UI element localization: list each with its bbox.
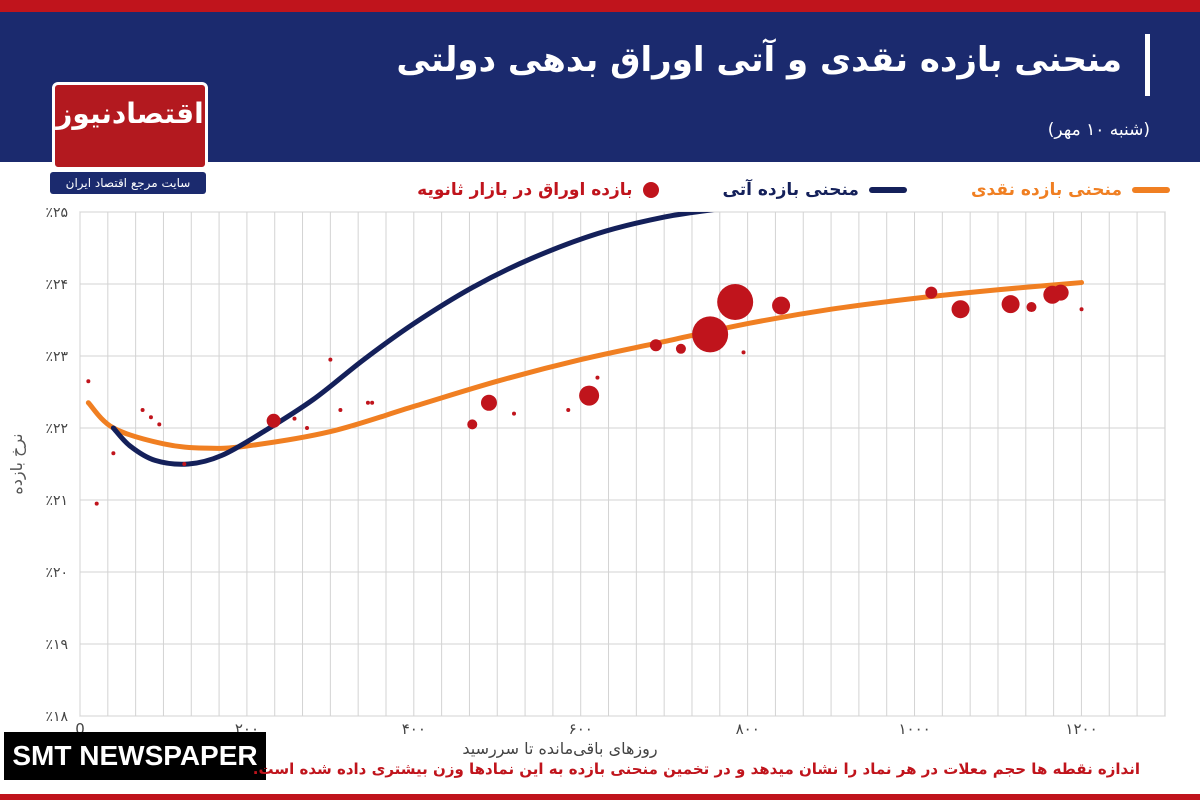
bond-yield-point xyxy=(157,422,162,427)
y-axis-label: نرخ بازده xyxy=(7,433,27,494)
x-tick-label: ۸۰۰ xyxy=(736,720,760,738)
bond-yield-point xyxy=(951,300,970,319)
bond-yield-point xyxy=(741,350,746,355)
y-tick-label: ٪۲۰ xyxy=(45,565,68,581)
bottom-accent-strip xyxy=(0,794,1200,800)
legend-item-secondary: بازده اوراق در بازار ثانویه xyxy=(417,180,659,200)
bond-yield-point xyxy=(266,413,281,428)
footnote: اندازه نقطه ها حجم معلات در هر نماد را ن… xyxy=(252,760,1140,778)
x-tick-label: ۱۲۰۰ xyxy=(1065,720,1097,738)
bond-yield-point xyxy=(579,385,600,406)
bond-yield-point xyxy=(649,339,662,352)
curves-layer xyxy=(85,212,1085,467)
top-accent-strip xyxy=(0,0,1200,12)
bond-yield-point xyxy=(1001,295,1020,314)
y-tick-label: ٪۲۲ xyxy=(45,421,68,437)
x-tick-label: 0 xyxy=(75,720,85,738)
date-label: (شنبه ۱۰ مهر) xyxy=(1047,120,1150,140)
bond-yield-point xyxy=(772,296,791,315)
spot-curve-line xyxy=(85,280,1085,451)
bond-yield-point xyxy=(925,286,938,299)
brand-logo-text: اقتصادنیوز xyxy=(56,97,204,130)
bond-yield-point xyxy=(467,419,478,430)
forward-curve-line xyxy=(110,212,715,467)
scatter-layer xyxy=(86,284,1084,506)
bond-yield-point xyxy=(111,451,116,456)
page-title: منحنی بازده نقدی و آتی اوراق بدهی دولتی xyxy=(396,40,1122,80)
legend-label-secondary: بازده اوراق در بازار ثانویه xyxy=(417,180,633,200)
y-tick-label: ٪۱۹ xyxy=(45,637,68,653)
y-tick-label: ٪۲۴ xyxy=(45,277,68,293)
bond-yield-point xyxy=(148,415,153,420)
bond-yield-point xyxy=(512,411,516,416)
x-axis-label: روزهای باقی‌مانده تا سررسید xyxy=(462,739,657,759)
watermark: SMT NEWSPAPER xyxy=(4,732,266,780)
bond-yield-point xyxy=(1026,302,1037,313)
bond-yield-point xyxy=(328,357,333,362)
bond-yield-point xyxy=(338,408,343,412)
bond-yield-point xyxy=(86,379,91,384)
bond-yield-point xyxy=(1079,307,1084,312)
y-tick-label: ٪۲۱ xyxy=(45,493,68,509)
bond-yield-point xyxy=(94,501,99,506)
legend-item-spot: منحنی بازده نقدی xyxy=(971,180,1170,200)
x-tick-label: ۱۰۰۰ xyxy=(898,720,930,738)
y-tick-label: ٪۲۳ xyxy=(45,349,68,365)
y-tick-labels: ٪۱۸ ٪۱۹ ٪۲۰ ٪۲۱ ٪۲۲ ٪۲۳ ٪۲۴ ٪۲۵ xyxy=(45,205,68,725)
bond-yield-point xyxy=(140,408,145,412)
plot-area xyxy=(79,211,1166,717)
bond-yield-point xyxy=(480,394,497,411)
legend-label-forward: منحنی بازده آتی xyxy=(722,180,859,200)
bond-yield-point xyxy=(365,400,370,405)
bond-yield-point xyxy=(566,408,571,412)
brand-logo: اقتصادنیوز xyxy=(52,82,208,170)
bond-yield-point xyxy=(305,426,310,430)
y-tick-label: ٪۲۵ xyxy=(45,205,68,221)
legend-swatch-spot xyxy=(1132,187,1170,193)
bond-yield-point xyxy=(292,416,297,421)
bond-yield-point xyxy=(182,462,187,466)
legend-label-spot: منحنی بازده نقدی xyxy=(970,180,1122,200)
legend-swatch-secondary xyxy=(642,182,659,198)
y-tick-label: ٪۱۸ xyxy=(45,709,68,725)
legend-item-forward: منحنی بازده آتی xyxy=(723,180,907,200)
x-tick-label: ۴۰۰ xyxy=(402,720,426,738)
chart-legend: منحنی بازده نقدی منحنی بازده آتی بازده ا… xyxy=(417,174,1170,206)
bond-yield-point xyxy=(675,343,686,354)
bond-yield-point xyxy=(692,316,729,353)
bond-yield-point xyxy=(1052,284,1069,301)
title-divider xyxy=(1145,34,1150,96)
brand-subtitle: سایت مرجع اقتصاد ایران xyxy=(50,172,206,194)
legend-swatch-forward xyxy=(868,187,907,193)
x-tick-label: ۶۰۰ xyxy=(569,720,593,738)
bond-yield-point xyxy=(717,284,754,320)
bond-yield-point xyxy=(370,400,375,405)
bond-yield-point xyxy=(595,375,600,380)
